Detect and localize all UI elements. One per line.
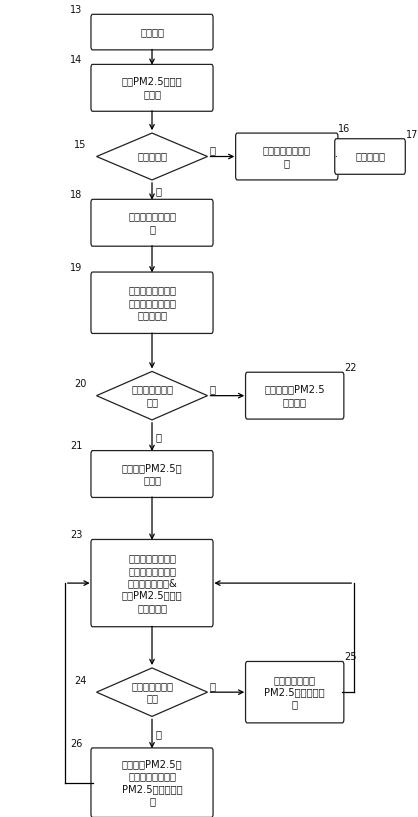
Text: 14: 14: [70, 56, 83, 65]
Polygon shape: [97, 668, 207, 717]
Text: 否: 否: [209, 145, 216, 155]
FancyBboxPatch shape: [245, 373, 344, 419]
Text: 16: 16: [338, 124, 351, 134]
Text: 18: 18: [70, 190, 83, 200]
Text: 大气环境质量优
良？: 大气环境质量优 良？: [131, 385, 173, 407]
Text: 大气环境质量优
良？: 大气环境质量优 良？: [131, 681, 173, 703]
Text: 否: 否: [156, 432, 162, 442]
Text: 21: 21: [70, 441, 83, 452]
FancyBboxPatch shape: [91, 199, 213, 246]
Text: 保持或增大车载
PM2.5净化模块功
率: 保持或增大车载 PM2.5净化模块功 率: [265, 675, 325, 710]
FancyBboxPatch shape: [91, 539, 213, 627]
Text: 是: 是: [156, 729, 162, 739]
Text: 20: 20: [74, 379, 87, 389]
FancyBboxPatch shape: [91, 15, 213, 50]
FancyBboxPatch shape: [236, 133, 338, 180]
Text: 23: 23: [70, 530, 83, 540]
Text: 26: 26: [70, 739, 83, 748]
Text: 车联网监控中心实
时监测车辆当前所
处环境大气质量&
车载PM2.5净化模
块工作状态: 车联网监控中心实 时监测车辆当前所 处环境大气质量& 车载PM2.5净化模 块工…: [122, 553, 182, 613]
Text: 否: 否: [209, 681, 216, 690]
Text: 车辆启动: 车辆启动: [140, 27, 164, 37]
Text: 车联网监控中心监
测车辆当前所处环
境大气质量: 车联网监控中心监 测车辆当前所处环 境大气质量: [128, 285, 176, 320]
Polygon shape: [97, 372, 207, 420]
Text: 13: 13: [70, 5, 83, 16]
Text: 19: 19: [70, 263, 83, 273]
Text: 25: 25: [344, 652, 357, 663]
FancyBboxPatch shape: [91, 272, 213, 333]
Text: 车载PM2.5净化模
块自检: 车载PM2.5净化模 块自检: [122, 77, 182, 99]
Text: 22: 22: [344, 363, 357, 373]
FancyBboxPatch shape: [91, 65, 213, 111]
Text: 17: 17: [406, 130, 418, 140]
Text: 上报车联网监控中
心: 上报车联网监控中 心: [128, 212, 176, 234]
Text: 15: 15: [74, 140, 87, 150]
Polygon shape: [97, 133, 207, 180]
Text: 是: 是: [209, 384, 216, 394]
Text: 通知驾驶员: 通知驾驶员: [355, 151, 385, 162]
Text: 关闭车载PM2.5净
化模块或减小车载
PM2.5净化模块功
率: 关闭车载PM2.5净 化模块或减小车载 PM2.5净化模块功 率: [122, 759, 182, 806]
Text: 自检通过？: 自检通过？: [137, 151, 167, 162]
Text: 不启动车载PM2.5
净化模块: 不启动车载PM2.5 净化模块: [265, 385, 325, 407]
FancyBboxPatch shape: [245, 662, 344, 723]
Text: 上报车联网监控中
心: 上报车联网监控中 心: [263, 145, 311, 167]
Text: 启动车载PM2.5净
化模块: 启动车载PM2.5净 化模块: [122, 462, 182, 485]
FancyBboxPatch shape: [91, 451, 213, 498]
FancyBboxPatch shape: [91, 748, 213, 817]
Text: 24: 24: [74, 676, 87, 685]
Text: 是: 是: [156, 186, 162, 196]
FancyBboxPatch shape: [335, 139, 405, 174]
